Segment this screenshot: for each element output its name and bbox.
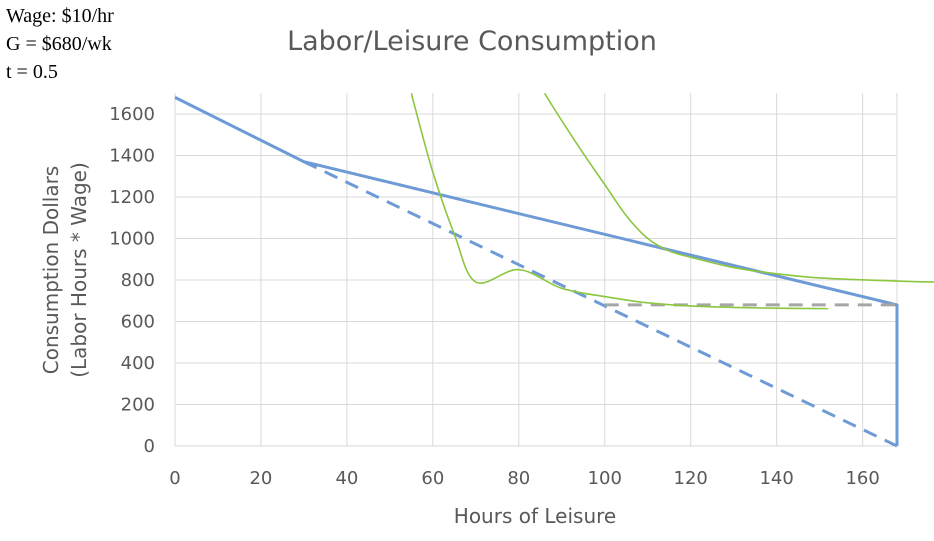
y-tick-label-1000: 1000 [109,229,155,250]
y-tick-label-1400: 1400 [109,146,155,167]
x-axis-title: Hours of Leisure [454,504,616,528]
y-tick-label-200: 200 [121,395,155,416]
y-tick-label-1600: 1600 [109,104,155,125]
x-tick-label-120: 120 [674,468,708,489]
chart-series [174,92,934,448]
x-tick-label-20: 20 [249,468,272,489]
series-line-2 [303,160,898,448]
y-tick-label-1200: 1200 [109,187,155,208]
wage-annotation: Wage: $10/hr [6,5,114,27]
tax-rate-annotation: t = 0.5 [6,61,58,83]
parameter-annotations: Wage: $10/hr G = $680/wk t = 0.5 [6,2,114,86]
grant-annotation: G = $680/wk [6,33,112,55]
y-tick-label-400: 400 [121,353,155,374]
y-axis-tick-labels: 0 200 400 600 800 1000 1200 1400 1600 [109,104,155,457]
x-tick-label-140: 140 [759,468,793,489]
y-tick-label-800: 800 [121,270,155,291]
y-tick-label-600: 600 [121,312,155,333]
x-tick-label-160: 160 [845,468,879,489]
x-tick-label-60: 60 [421,468,444,489]
x-tick-label-100: 100 [588,468,622,489]
x-axis-tick-labels: 0 20 40 60 80 100 120 140 160 [169,468,880,489]
y-tick-label-0: 0 [144,436,155,457]
x-tick-label-80: 80 [507,468,530,489]
chart-gridlines [174,93,898,447]
series-line-5 [543,92,934,283]
y-axis-title-line-1: Consumption Dollars [39,166,63,374]
series-line-4 [410,93,829,310]
chart-title: Labor/Leisure Consumption [287,26,657,57]
series-line-1 [174,96,899,446]
y-axis-title-line-2: (Labor Hours * Wage) [67,162,91,378]
x-tick-label-40: 40 [335,468,358,489]
x-tick-label-0: 0 [169,468,180,489]
